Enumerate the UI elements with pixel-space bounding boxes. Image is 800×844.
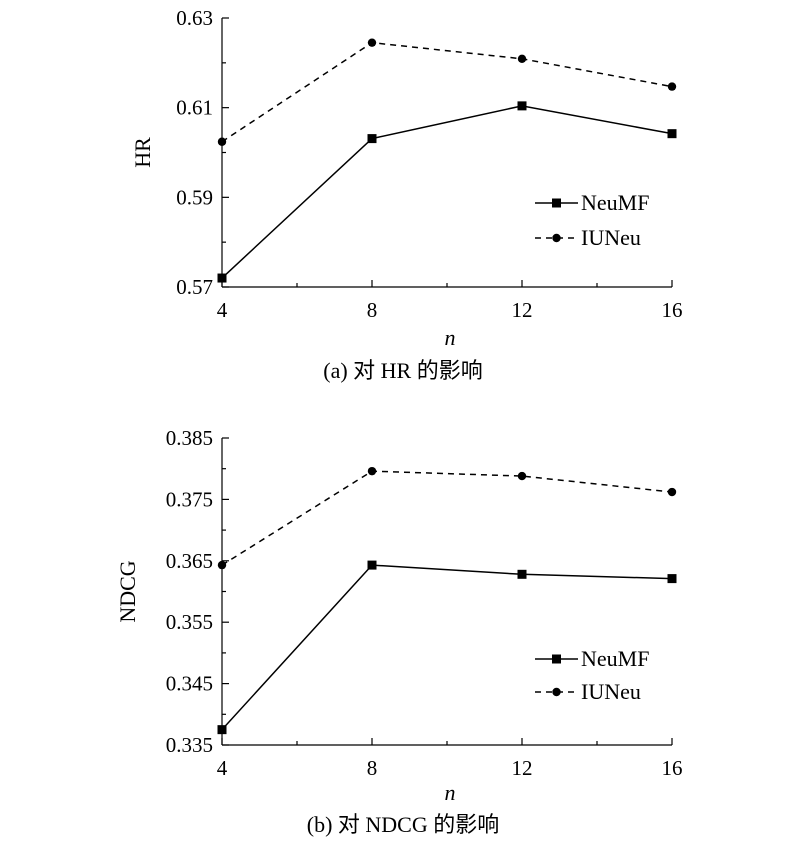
- legend-label-neumf: NeuMF: [581, 190, 649, 215]
- legend-marker-iuneu: [552, 233, 561, 243]
- data-point-neumf: [667, 129, 677, 139]
- data-point-neumf: [217, 273, 227, 283]
- legend-marker-neumf: [552, 654, 561, 664]
- chart-ndcg: 0.335 0.345 0.355 0.365 0.375 0.385 4 8 12 16 n NDC…: [115, 426, 683, 837]
- y-tick-label: 0.57: [176, 275, 213, 299]
- series-line-neumf: [221, 564, 673, 731]
- y-tick-label: 0.355: [166, 610, 213, 634]
- chart-hr: 0.57 0.59 0.61 0.63 4 8 12 16 n HR NeuMF IUNeu (a) 对…: [130, 6, 683, 383]
- series-line-iuneu: [221, 470, 673, 566]
- y-axis-title: HR: [130, 137, 155, 168]
- y-tick-label: 0.61: [176, 96, 213, 120]
- x-tick-label: 8: [367, 298, 378, 322]
- x-tick-label: 4: [217, 756, 228, 780]
- data-point-iuneu: [367, 466, 377, 476]
- data-point-iuneu: [367, 38, 377, 47]
- chart-caption: (a) 对 HR 的影响: [323, 358, 482, 383]
- chart-caption: (b) 对 NDCG 的影响: [307, 812, 500, 837]
- y-tick-label: 0.365: [166, 549, 213, 573]
- series-line-iuneu: [221, 41, 673, 143]
- series-line-neumf: [221, 105, 673, 279]
- y-tick-label: 0.63: [176, 6, 213, 30]
- x-tick-label: 16: [662, 298, 683, 322]
- y-tick-label: 0.345: [166, 672, 213, 696]
- data-point-iuneu: [667, 82, 677, 91]
- x-tick-label: 8: [367, 756, 378, 780]
- x-axis-title: n: [445, 780, 456, 805]
- data-point-iuneu: [517, 54, 527, 63]
- data-point-neumf: [367, 560, 377, 570]
- data-point-iuneu: [217, 560, 227, 570]
- data-point-iuneu: [517, 471, 527, 481]
- data-point-neumf: [517, 569, 527, 579]
- data-point-neumf: [217, 725, 227, 735]
- x-tick-label: 4: [217, 298, 228, 322]
- data-point-neumf: [367, 134, 377, 144]
- x-tick-label: 16: [662, 756, 683, 780]
- legend-marker-neumf: [552, 198, 561, 208]
- y-axis-title: NDCG: [115, 560, 140, 622]
- data-point-iuneu: [667, 487, 677, 497]
- y-tick-label: 0.375: [166, 487, 213, 511]
- x-axis-title: n: [445, 325, 456, 350]
- y-tick-label: 0.335: [166, 733, 213, 757]
- y-tick-label: 0.59: [176, 185, 213, 209]
- data-point-neumf: [517, 101, 527, 111]
- data-point-iuneu: [217, 137, 227, 146]
- y-tick-label: 0.385: [166, 426, 213, 450]
- data-point-neumf: [667, 574, 677, 584]
- legend-label-iuneu: IUNeu: [581, 225, 641, 250]
- legend-label-iuneu: IUNeu: [581, 679, 641, 704]
- x-tick-label: 12: [512, 298, 533, 322]
- x-tick-label: 12: [512, 756, 533, 780]
- legend-label-neumf: NeuMF: [581, 646, 649, 671]
- legend-marker-iuneu: [552, 687, 561, 697]
